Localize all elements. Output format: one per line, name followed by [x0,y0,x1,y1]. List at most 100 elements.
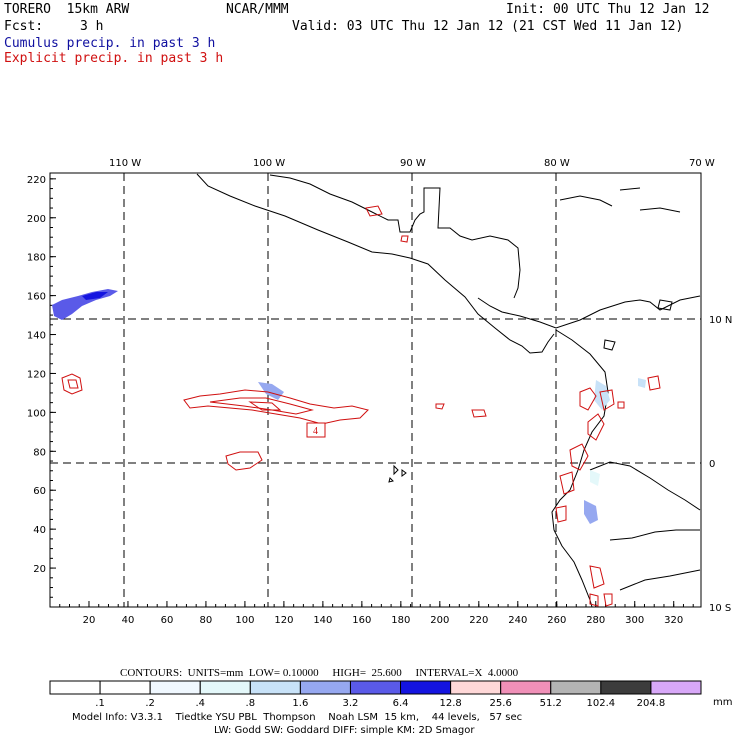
y-tick-label: 140 [27,331,46,342]
valid-time: Valid: 03 UTC Thu 12 Jan 12 (21 CST Wed … [292,19,684,34]
contour-itcz-core [248,401,282,411]
colorbar: .1 .2 .4 .8 1.6 3.2 6.4 12.8 25.6 51.2 102.4 204.8 [49,680,702,709]
south-america-interior [589,461,701,591]
colorbar-swatch [400,680,452,695]
right-latitude-labels: 10 N 0 10 S [709,315,732,614]
x-tick-label: 200 [430,615,449,626]
y-tick-label: 160 [27,292,46,303]
lon-80w: 80 W [544,158,570,169]
colorbar-label: 51.2 [540,698,562,709]
colorbar-label: 6.4 [393,698,409,709]
contour-label: 4 [306,422,326,438]
y-tick-label: 220 [27,175,46,186]
contour-northwest-cell-inner [67,379,79,389]
contour-itcz-main [183,389,369,425]
mexico-central-america-coast [196,173,555,354]
contour-guatemala-2 [400,235,409,243]
forecast-label: Fcst: [4,19,44,34]
contour-label-text: 4 [313,426,318,437]
x-tick-label: 100 [235,615,254,626]
x-tick-label: 320 [664,615,683,626]
lake-outlines [603,299,673,351]
contour-colombia-1 [579,387,597,411]
lat-0: 0 [709,459,715,470]
colorbar-swatch [249,680,301,695]
x-tick-label: 40 [122,615,135,626]
map-frame [49,172,702,608]
init-time: Init: 00 UTC Thu 12 Jan 12 [506,2,710,17]
contour-east-cell [647,375,661,391]
y-tick-label: 120 [27,369,46,380]
cumulus-core-northwest [82,292,108,300]
y-axis: 220 200 180 160 140 120 100 80 60 40 20 [27,175,56,598]
colorbar-label: 12.8 [439,698,461,709]
cumulus-patch-east [638,378,646,388]
contour-peru-3 [603,593,613,607]
x-tick-label: 80 [200,615,213,626]
south-america-west-coast [551,329,609,608]
contour-small-1 [435,403,445,410]
caribbean-islands [559,187,681,213]
contour-ecuador-3 [555,505,567,523]
explicit-precip [61,205,661,607]
contour-itcz-inner [209,397,314,415]
explicit-field-label: Explicit precip. in past 3 h [4,51,224,66]
model-info-line2: LW: Godd SW: Goddard DIFF: simple KM: 2D… [214,725,475,736]
x-tick-label: 160 [352,615,371,626]
cumulus-patch-ecuador [584,500,598,524]
y-tick-label: 100 [27,408,46,419]
cumulus-patch-northwest [52,289,118,320]
colorbar-label: .2 [145,698,155,709]
latlon-grid [50,173,701,607]
colorbar-swatch [550,680,602,695]
x-tick-label: 60 [161,615,174,626]
colorbar-swatch [450,680,502,695]
lon-110w: 110 W [109,158,141,169]
colorbar-swatch [299,680,351,695]
y-tick-label: 60 [33,486,46,497]
organization-label: NCAR/MMM [226,2,289,17]
contour-ecuador-2 [559,471,575,495]
colorbar-label: 3.2 [343,698,359,709]
colorbar-swatch [500,680,552,695]
colorbar-label: .8 [246,698,256,709]
contour-northwest-cell [61,373,83,395]
cumulus-patch-peru [590,470,600,486]
lon-70w: 70 W [689,158,715,169]
contour-small-2 [471,409,487,418]
top-longitude-labels: 110 W 100 W 90 W 80 W 70 W [109,158,715,169]
y-tick-label: 40 [33,525,46,536]
forecast-value: 3 h [80,19,104,34]
colorbar-swatch [99,680,151,695]
x-tick-label: 120 [274,615,293,626]
colorbar-label: 102.4 [587,698,616,709]
x-tick-label: 240 [508,615,527,626]
colorbar-swatch [149,680,201,695]
x-tick-label: 180 [391,615,410,626]
colorbar-label: 204.8 [637,698,666,709]
caribbean-coast-panama [477,295,701,329]
cumulus-patch-itcz [258,382,284,400]
colorbar-unit: mm [713,697,732,708]
contour-peru-2 [589,593,599,607]
y-tick-label: 200 [27,214,46,225]
colorbar-swatch [49,680,101,695]
lat-10s: 10 S [709,603,731,614]
lon-90w: 90 W [400,158,426,169]
contours-info: CONTOURS: UNITS=mm LOW= 0.10000 HIGH= 25… [120,667,519,679]
y-tick-label: 20 [33,564,46,575]
y-tick-label: 180 [27,253,46,264]
galapagos [388,464,407,483]
model-title: TORERO 15km ARW [4,2,130,17]
x-tick-label: 300 [625,615,644,626]
cumulus-precip [52,289,646,524]
contour-southwest-cell [225,451,263,471]
contour-colombia-2 [587,413,605,441]
colorbar-label: 1.6 [292,698,308,709]
colorbar-swatch [600,680,652,695]
lon-100w: 100 W [253,158,285,169]
x-axis: 20 40 60 80 100 120 140 160 180 200 220 240 260 280 30… [59,601,694,626]
contour-guatemala-1 [365,205,383,217]
model-info-line1: Model Info: V3.3.1 Tiedtke YSU PBL Thomp… [72,712,523,723]
x-tick-label: 220 [469,615,488,626]
